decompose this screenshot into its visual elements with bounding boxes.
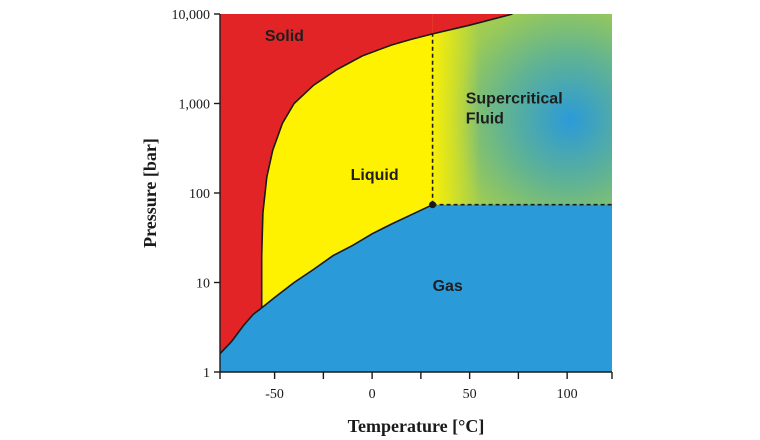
- region-label-solid: Solid: [265, 28, 304, 45]
- x-tick-label: -50: [265, 387, 284, 402]
- x-tick-label: 100: [557, 387, 578, 402]
- x-tick-label: 0: [369, 387, 376, 402]
- supercritical-edge: [432, 14, 493, 205]
- region-labels: Solid Liquid Gas Supercritical Fluid: [265, 28, 563, 295]
- y-axis-ticks: 1 10 100 1,000 10,000: [172, 8, 220, 381]
- y-tick-label: 1: [203, 366, 210, 381]
- x-axis-title: Temperature [°C]: [348, 416, 485, 436]
- y-tick-label: 10,000: [172, 8, 211, 23]
- solid-region: [220, 14, 513, 354]
- solid-region-upper: [432, 14, 612, 34]
- critical-point-marker: [429, 201, 437, 209]
- sublimation-curve: [220, 307, 263, 355]
- y-tick-label: 1,000: [179, 98, 211, 113]
- plot-area: [220, 14, 612, 372]
- y-tick-label: 100: [189, 187, 210, 202]
- liquid-region: [261, 33, 433, 308]
- region-label-supercritical-fluid: Supercritical Fluid: [466, 91, 563, 128]
- region-label-liquid: Liquid: [351, 167, 399, 184]
- y-tick-label: 10: [196, 277, 210, 292]
- vaporization-curve: [261, 203, 433, 309]
- melting-curve: [260, 14, 513, 308]
- region-label-gas: Gas: [433, 278, 463, 295]
- y-axis-title: Pressure [bar]: [140, 138, 160, 248]
- x-axis-ticks: -50 0 50 100: [219, 372, 613, 402]
- x-tick-label: 50: [463, 387, 477, 402]
